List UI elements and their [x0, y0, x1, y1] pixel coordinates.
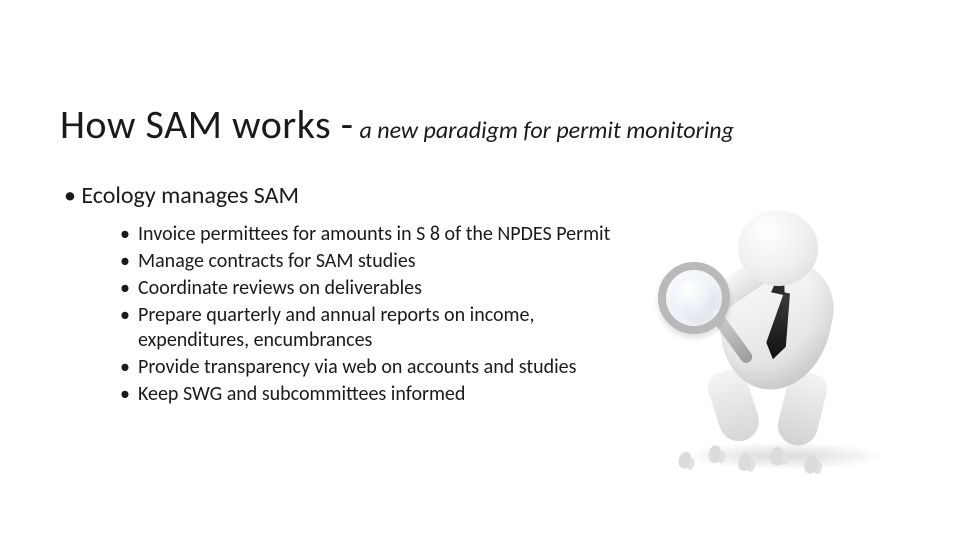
- list-item-text: Keep SWG and subcommittees informed: [138, 382, 465, 406]
- list-item-text: Provide transparency via web on accounts…: [138, 355, 576, 379]
- list-item: Prepare quarterly and annual reports on …: [120, 303, 640, 353]
- footprint-icon: [803, 453, 820, 474]
- bullet-level1-text: Ecology manages SAM: [81, 181, 299, 210]
- slide: How SAM works - a new paradigm for permi…: [0, 0, 960, 540]
- list-item: Invoice permittees for amounts in S 8 of…: [120, 222, 640, 247]
- footprint-icon: [708, 444, 723, 463]
- list-item-text: Prepare quarterly and annual reports on …: [138, 303, 534, 352]
- illustration-figure: [650, 200, 920, 480]
- bullet-level2-list: Invoice permittees for amounts in S 8 of…: [120, 222, 640, 407]
- list-item: Coordinate reviews on deliverables: [120, 276, 640, 301]
- title-subtitle: a new paradigm for permit monitoring: [359, 116, 733, 145]
- list-item-text: Invoice permittees for amounts in S 8 of…: [138, 222, 610, 246]
- list-item: Manage contracts for SAM studies: [120, 249, 640, 274]
- list-item: Keep SWG and subcommittees informed: [120, 382, 640, 407]
- list-item: Provide transparency via web on accounts…: [120, 355, 640, 380]
- footprint-icon: [770, 446, 784, 465]
- title-main: How SAM works -: [60, 100, 353, 149]
- title-row: How SAM works - a new paradigm for permi…: [60, 100, 900, 149]
- list-item-text: Coordinate reviews on deliverables: [138, 276, 422, 300]
- magnifier-icon: [658, 262, 730, 334]
- footprint-icon: [677, 450, 694, 470]
- list-item-text: Manage contracts for SAM studies: [138, 249, 416, 273]
- footprint-icon: [736, 452, 753, 473]
